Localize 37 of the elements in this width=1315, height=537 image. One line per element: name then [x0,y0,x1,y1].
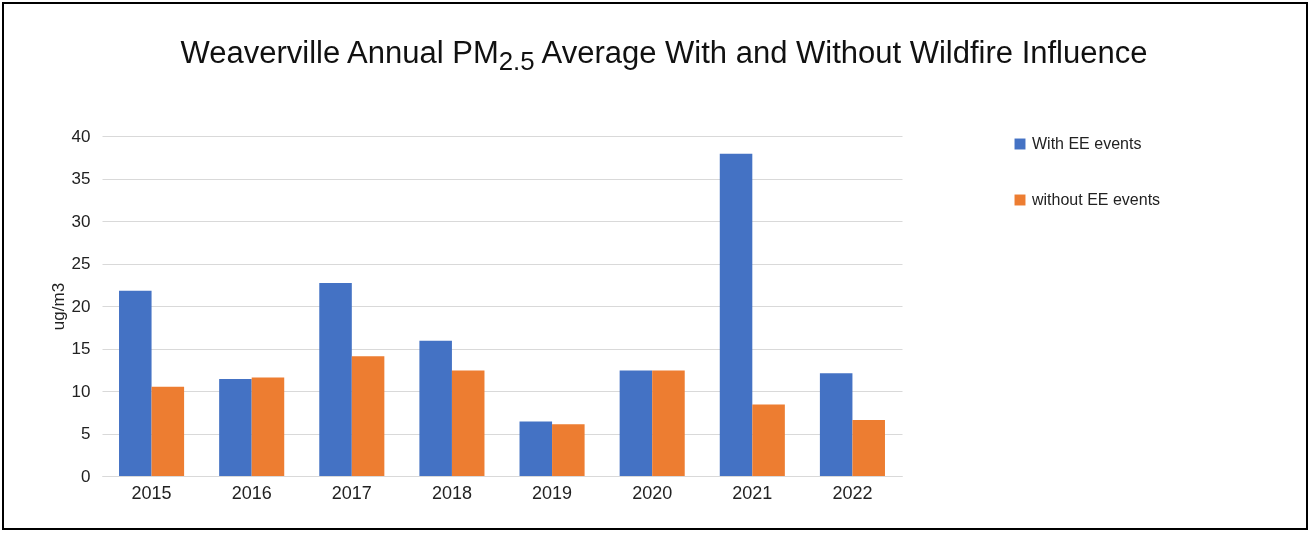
x-tick-label: 2017 [331,482,372,503]
bar [119,290,152,476]
bar [251,377,285,476]
bar [219,379,252,476]
y-tick-label: 15 [71,339,91,358]
x-tick-label: 2015 [131,482,172,503]
legend-label: without EE events [1031,191,1161,208]
bar [519,421,553,476]
bar [319,283,352,476]
y-tick-label: 25 [71,254,91,273]
x-tick-label: 2016 [231,482,272,503]
y-tick-label: 30 [71,211,91,231]
chart-title: Weaverville Annual PM$_{2.5}$ Average With and Without Wildfire Influence [179,34,1149,78]
bar [419,340,452,476]
bar [819,373,853,476]
bar [752,404,785,476]
bar [351,356,385,476]
y-tick-label: 40 [71,126,91,146]
bar [619,370,653,476]
y-tick-label: 10 [71,381,91,401]
y-tick-label: 5 [81,424,91,443]
x-tick-label: 2019 [532,482,573,503]
bar [151,386,185,476]
bar [552,424,585,476]
x-tick-label: 2018 [431,482,472,503]
bar [719,153,753,476]
legend-label: With EE events [1032,135,1142,152]
y-axis-title: ug/m3 [48,282,68,331]
x-tick-label: 2021 [732,482,773,503]
x-tick-label: 2020 [632,482,673,503]
bar [652,370,685,476]
y-tick-label: 0 [81,466,91,486]
bar [451,370,485,476]
y-tick-label: 20 [71,296,91,316]
y-tick-label: 35 [71,169,91,188]
x-tick-label: 2022 [832,482,873,503]
bar [852,419,885,476]
